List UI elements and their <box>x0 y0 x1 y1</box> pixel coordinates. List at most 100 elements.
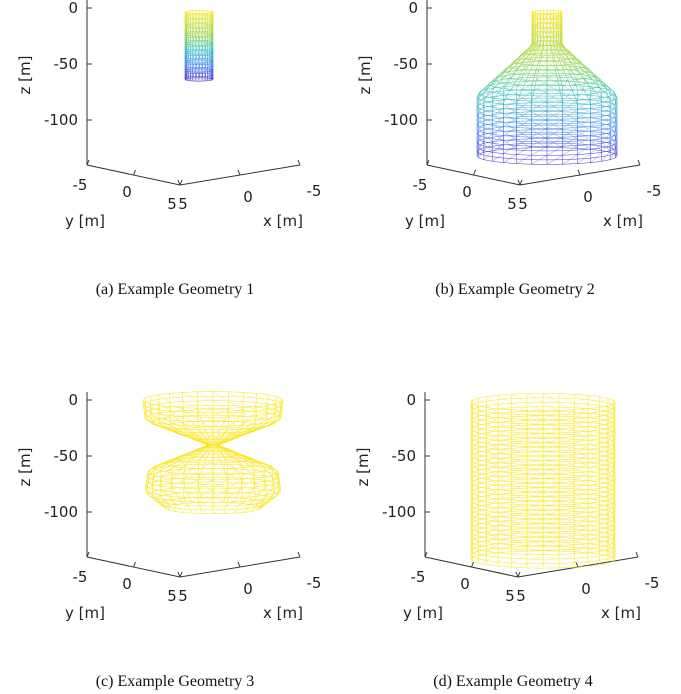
mesh-diagonal <box>470 410 605 556</box>
y-tick <box>426 159 430 166</box>
y-tick-label: -5 <box>73 568 88 586</box>
mesh-body <box>184 10 214 82</box>
mesh-inner <box>184 10 214 82</box>
mesh-inner <box>476 9 618 165</box>
mesh-diagonal <box>477 398 616 568</box>
z-tick-label: -100 <box>382 503 416 521</box>
y-tick-label: 0 <box>462 183 472 201</box>
mesh-line <box>492 10 536 151</box>
mesh-diagonal <box>471 395 616 561</box>
x-tick-label: -5 <box>645 574 660 592</box>
x-tick <box>177 179 181 186</box>
mesh-diagonal <box>481 393 616 565</box>
mesh-diagonal <box>187 10 210 79</box>
x-tick <box>515 571 519 578</box>
mesh-diagonal <box>183 396 282 513</box>
mesh-diagonal <box>201 10 214 81</box>
mesh-diagonal <box>470 410 595 554</box>
y-axis-label: y [m] <box>65 212 105 230</box>
mesh-body <box>142 391 284 514</box>
z-tick-label: 0 <box>408 0 418 17</box>
mesh-diagonal <box>186 13 208 81</box>
x-tick <box>237 561 241 568</box>
subfigure: 0-50-100-5 05 5 0 -5z [m]y [m] x [m](b) Examp… <box>356 0 661 298</box>
z-tick-label: -50 <box>394 55 419 73</box>
caption: (c) Example Geometry 3 <box>96 673 255 690</box>
y-tick <box>517 571 521 578</box>
x-tick-label: 5 <box>178 587 188 605</box>
x-tick <box>635 551 639 558</box>
mesh-diagonal <box>175 398 283 512</box>
z-tick-label: -50 <box>54 55 79 73</box>
mesh-diagonal <box>191 12 212 81</box>
x-tick-label: 5 <box>516 587 526 605</box>
y-tick <box>133 169 136 176</box>
mesh-diagonal <box>476 11 565 155</box>
mesh-line <box>516 10 541 149</box>
z-axis-label: z [m] <box>16 56 34 95</box>
z-tick-label: -100 <box>44 111 78 129</box>
y-tick-label: -5 <box>73 176 88 194</box>
x-tick <box>297 159 301 166</box>
mesh-diagonal <box>472 399 616 567</box>
mesh-line <box>553 10 578 149</box>
x-axis-label: x [m] <box>263 604 303 622</box>
caption: (b) Example Geometry 2 <box>435 281 595 298</box>
y-tick-label: 5 <box>167 195 177 213</box>
caption: (d) Example Geometry 4 <box>433 673 593 690</box>
mesh-line <box>158 394 210 505</box>
x-axis-label: x [m] <box>603 212 643 230</box>
x-tick <box>177 571 181 578</box>
mesh-diagonal <box>470 396 616 559</box>
z-tick-label: -100 <box>384 111 418 129</box>
mesh-diagonal <box>194 12 213 82</box>
mesh-diagonal <box>470 401 616 566</box>
y-axis-label: y [m] <box>405 212 445 230</box>
mesh-body <box>470 393 616 569</box>
x-tick-label: 0 <box>243 580 253 598</box>
mesh-diagonal <box>470 400 616 556</box>
y-tick <box>86 551 90 558</box>
z-tick-label: -50 <box>54 447 79 465</box>
mesh-diagonal <box>470 409 612 557</box>
y-tick <box>133 561 136 568</box>
subfigure: 0-50-100-5 05 5 0 -5z [m]y [m] x [m](d) Examp… <box>354 391 659 690</box>
mesh-line <box>144 401 209 510</box>
y-tick <box>519 179 523 186</box>
x-tick <box>517 179 521 186</box>
x-tick-label: 0 <box>583 188 593 206</box>
z-tick-label: 0 <box>68 0 78 17</box>
mesh <box>476 9 618 165</box>
mesh-diagonal <box>474 393 616 563</box>
x-tick-label: 5 <box>178 195 188 213</box>
x-tick-label: -5 <box>647 182 662 200</box>
mesh-body <box>476 9 618 165</box>
x-tick-label: -5 <box>307 182 322 200</box>
y-tick-label: 5 <box>505 587 515 605</box>
mesh <box>470 393 616 569</box>
y-axis-label: y [m] <box>65 604 105 622</box>
mesh-line <box>216 394 268 505</box>
mesh-line <box>217 398 282 507</box>
y-tick <box>86 159 90 166</box>
mesh-diagonal <box>184 13 203 80</box>
x-axis-label: x [m] <box>601 604 641 622</box>
mesh-line <box>142 399 209 509</box>
y-tick <box>471 561 474 568</box>
mesh-diagonal <box>511 393 616 568</box>
mesh-line <box>158 405 210 512</box>
y-tick-label: 5 <box>167 587 177 605</box>
mesh-line <box>197 391 213 503</box>
x-tick-label: 0 <box>581 580 591 598</box>
mesh-diagonal <box>185 13 206 81</box>
mesh-line <box>478 11 533 155</box>
mesh-diagonal <box>486 396 616 569</box>
mesh-line <box>169 406 211 513</box>
y-tick <box>179 571 183 578</box>
mesh-diagonal <box>491 393 616 566</box>
mesh-line <box>561 11 616 155</box>
mesh-diagonal <box>188 12 211 81</box>
y-tick-label: -5 <box>411 568 426 586</box>
z-axis-label: z [m] <box>354 448 372 487</box>
